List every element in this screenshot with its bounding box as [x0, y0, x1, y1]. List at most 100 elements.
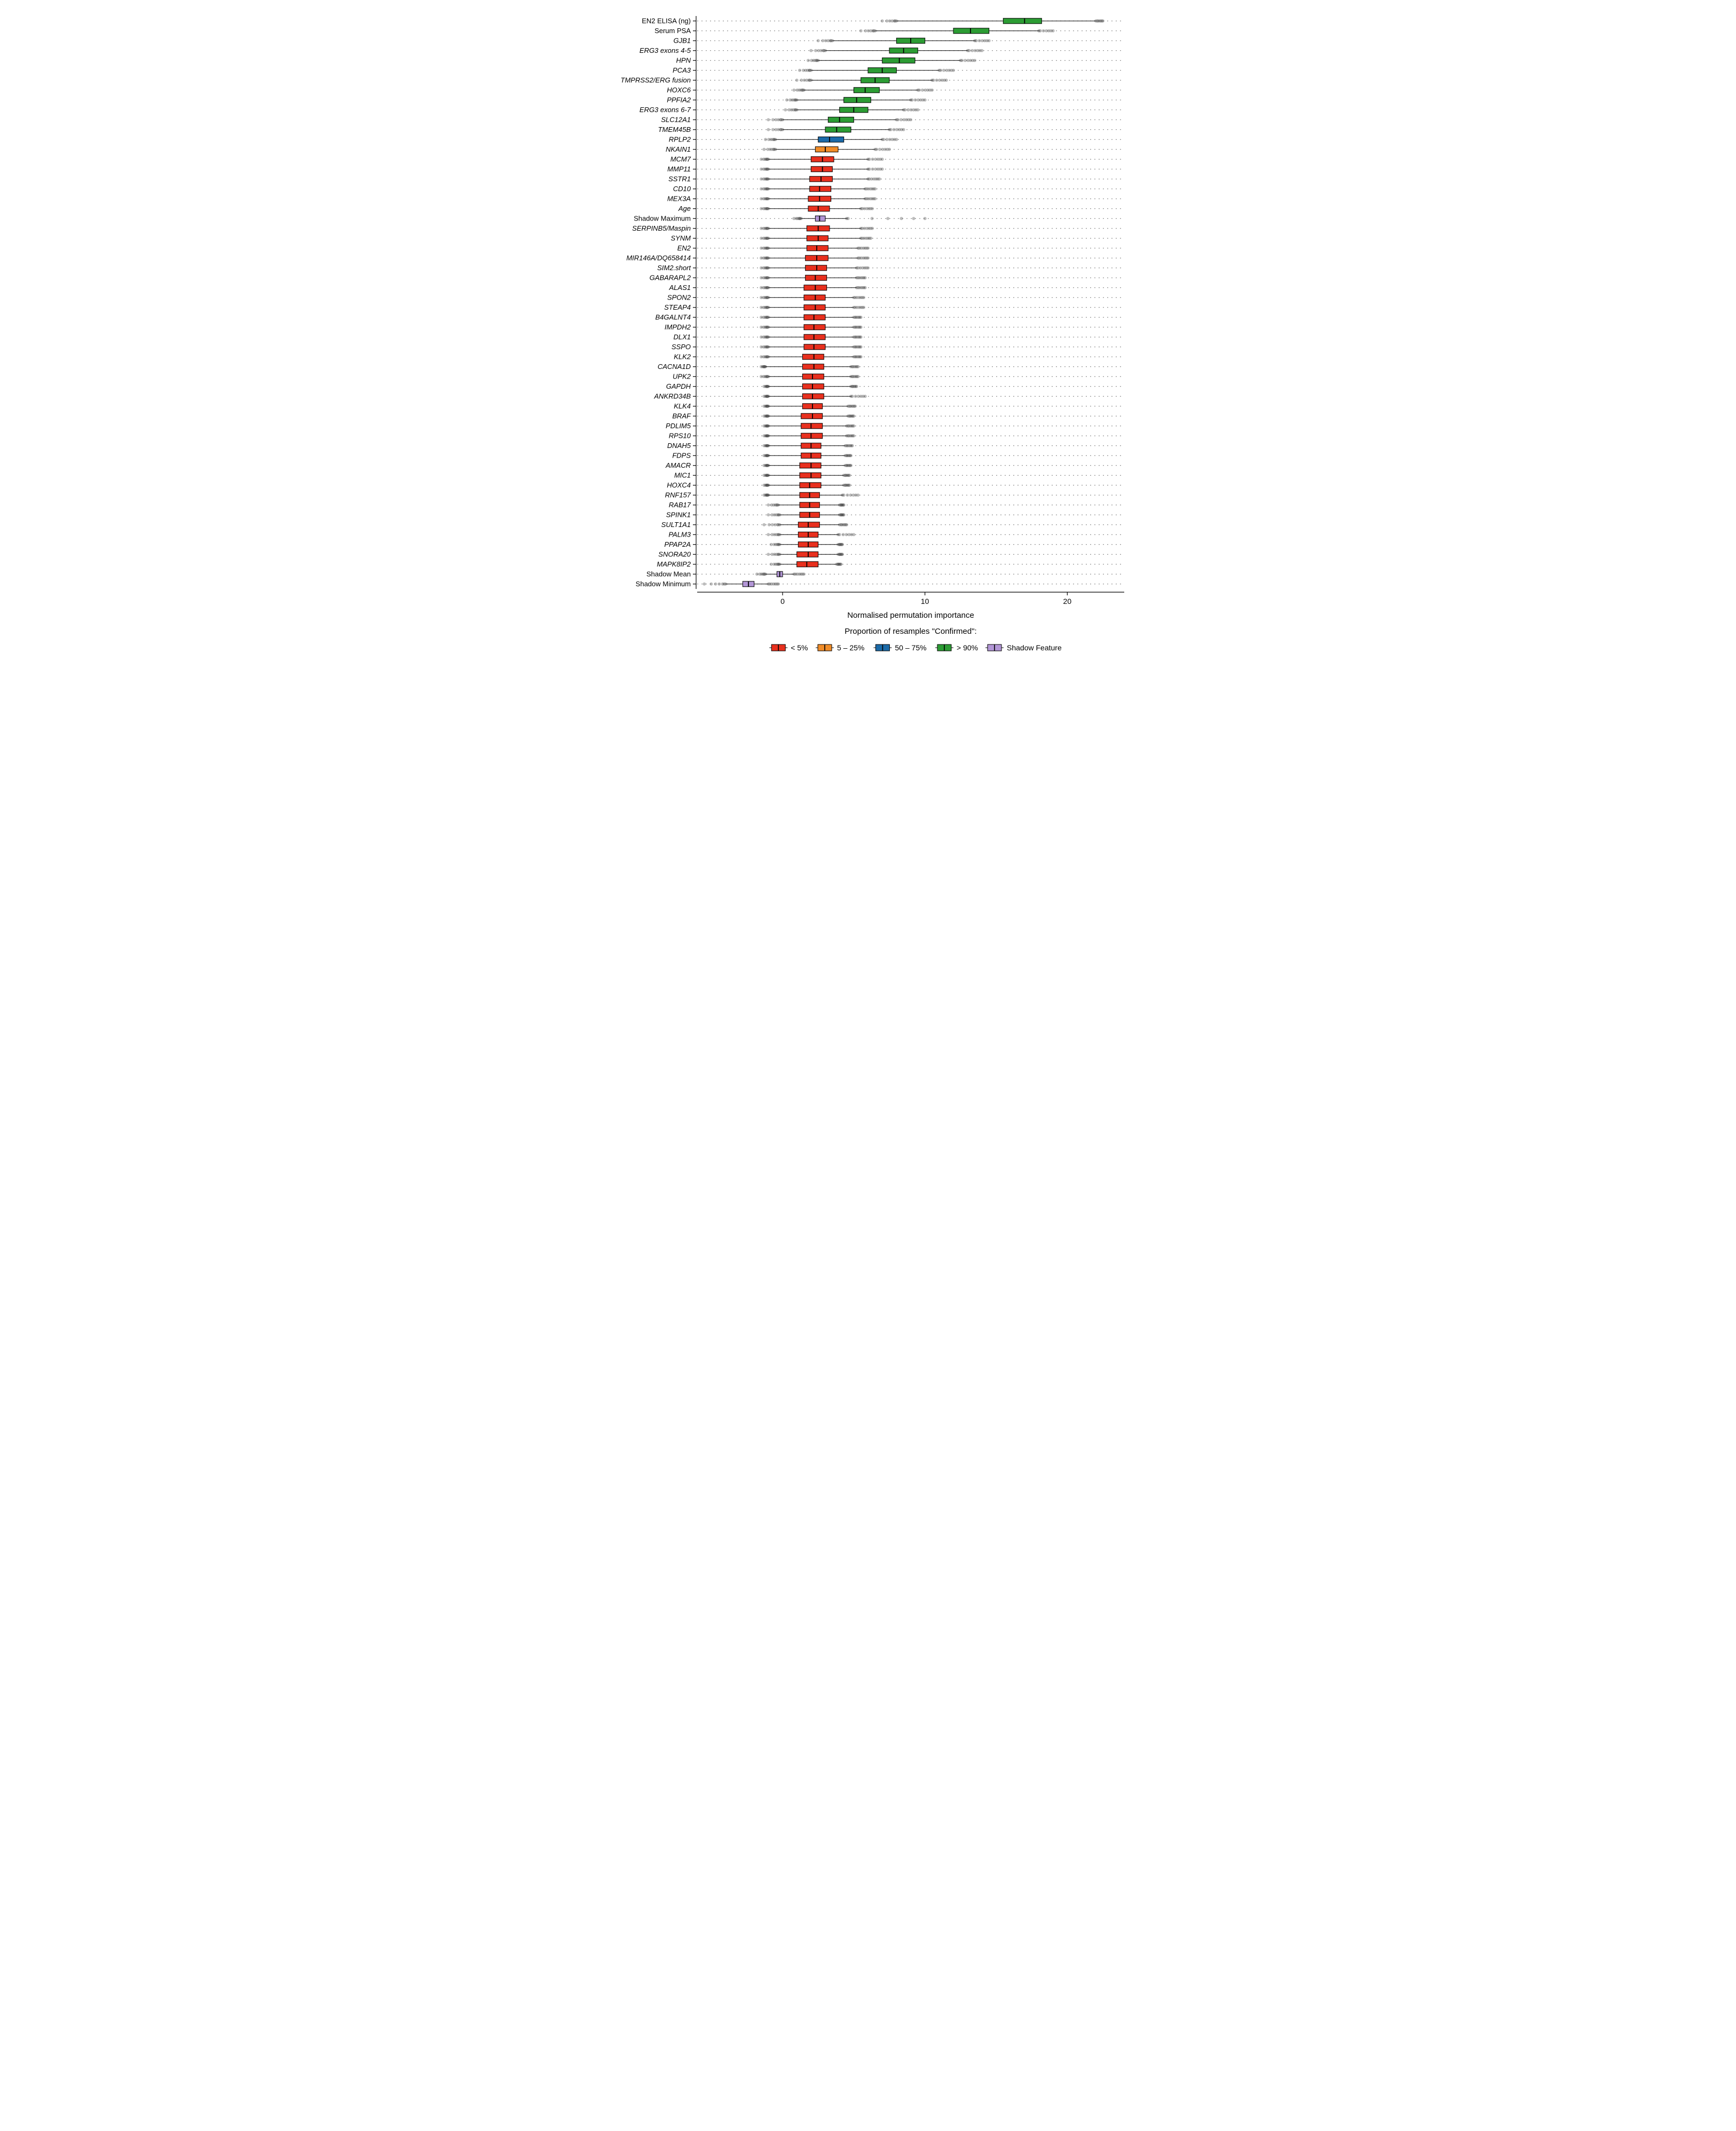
outlier-point: [861, 227, 864, 230]
box: [811, 167, 832, 172]
box: [798, 522, 819, 528]
outlier-point: [964, 59, 967, 62]
outlier-point: [766, 405, 769, 408]
feature-label: ERG3 exons 4-5: [640, 46, 691, 54]
outlier-point: [930, 89, 934, 92]
box: [801, 433, 823, 438]
outlier-point: [792, 89, 795, 92]
box: [815, 216, 825, 221]
outlier-point: [1095, 19, 1099, 22]
feature-label: RNF157: [665, 491, 691, 499]
outlier-point: [766, 355, 769, 358]
outlier-point: [838, 533, 841, 536]
feature-label: Shadow Mean: [646, 570, 691, 578]
outlier-point: [766, 197, 769, 200]
outlier-point: [906, 108, 910, 112]
outlier-point: [852, 424, 855, 428]
outlier-point: [978, 39, 981, 42]
outlier-point: [1052, 29, 1055, 33]
feature-label: STEAP4: [664, 303, 691, 311]
feature-label: TMPRSS2/ERG fusion: [621, 76, 691, 84]
x-axis-label: Normalised permutation importance: [847, 611, 974, 620]
outlier-point: [822, 49, 825, 52]
outlier-point: [903, 108, 906, 112]
outlier-point: [859, 355, 863, 358]
outlier-point: [851, 365, 854, 368]
outlier-point: [766, 227, 769, 230]
outlier-point: [762, 148, 766, 151]
outlier-point: [885, 19, 888, 22]
outlier-point: [881, 168, 884, 171]
feature-label: AMACR: [665, 461, 691, 469]
outlier-point: [952, 69, 955, 72]
outlier-point: [854, 316, 857, 319]
outlier-point: [856, 375, 859, 378]
boxplot-chart: EN2 ELISA (ng)Serum PSAGJB1ERG3 exons 4-…: [601, 11, 1135, 653]
outlier-point: [851, 375, 854, 378]
outlier-point: [794, 108, 797, 112]
outlier-point: [709, 583, 713, 586]
box: [802, 374, 824, 379]
outlier-point: [885, 138, 888, 141]
outlier-point: [801, 89, 804, 92]
outlier-point: [777, 563, 780, 566]
outlier-point: [838, 543, 841, 546]
outlier-point: [766, 395, 769, 398]
chart-container: EN2 ELISA (ng)Serum PSAGJB1ERG3 exons 4-…: [601, 11, 1135, 653]
legend-title: Proportion of resamples "Confirmed":: [845, 627, 976, 636]
outlier-point: [766, 266, 769, 270]
feature-label: ERG3 exons 6-7: [640, 106, 691, 114]
outlier-point: [779, 128, 783, 131]
outlier-point: [858, 247, 861, 250]
outlier-point: [851, 385, 854, 388]
box: [802, 354, 824, 359]
outlier-point: [777, 553, 780, 556]
outlier-point: [766, 345, 769, 349]
outlier-point: [798, 69, 801, 72]
outlier-point: [775, 504, 778, 507]
outlier-point: [1039, 29, 1042, 33]
outlier-point: [918, 89, 921, 92]
outlier-point: [852, 434, 855, 437]
outlier-point: [766, 306, 769, 309]
outlier-point: [849, 464, 853, 467]
outlier-point: [848, 474, 851, 477]
outlier-point: [864, 276, 867, 279]
box: [800, 473, 821, 478]
outlier-point: [921, 89, 924, 92]
outlier-point: [807, 59, 810, 62]
box: [806, 265, 827, 271]
outlier-point: [766, 375, 769, 378]
box: [797, 552, 818, 557]
outlier-point: [798, 217, 801, 220]
outlier-point: [865, 187, 868, 191]
outlier-point: [851, 444, 854, 447]
outlier-point: [854, 405, 857, 408]
feature-label: DLX1: [673, 333, 691, 341]
feature-label: TMEM45B: [658, 125, 691, 133]
outlier-point: [856, 493, 859, 497]
x-tick-label: 0: [780, 597, 785, 606]
outlier-point: [859, 316, 863, 319]
box: [882, 58, 915, 63]
outlier-point: [864, 286, 867, 289]
x-tick-label: 10: [921, 597, 929, 606]
outlier-point: [875, 148, 878, 151]
feature-label: EN2: [677, 244, 691, 252]
legend-label: 50 – 75%: [895, 643, 926, 652]
box: [844, 97, 871, 103]
outlier-point: [848, 414, 851, 418]
box: [801, 413, 823, 419]
outlier-point: [841, 543, 844, 546]
feature-label: B4GALNT4: [656, 313, 691, 321]
outlier-point: [854, 326, 857, 329]
outlier-point: [886, 217, 889, 220]
outlier-point: [764, 138, 767, 141]
outlier-point: [843, 484, 847, 487]
outlier-point: [766, 256, 769, 260]
legend-label: 5 – 25%: [837, 643, 864, 652]
outlier-point: [830, 39, 833, 42]
outlier-point: [766, 444, 769, 447]
outlier-point: [766, 335, 769, 339]
box: [815, 147, 838, 152]
